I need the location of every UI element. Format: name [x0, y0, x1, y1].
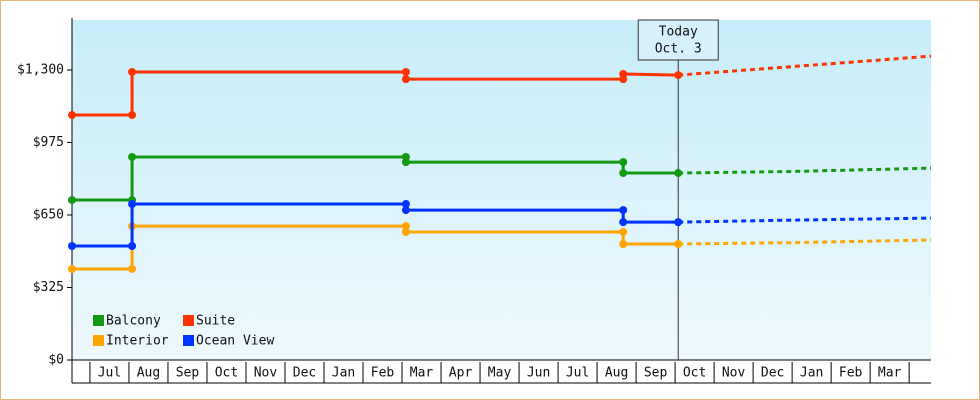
legend-label: Balcony	[106, 314, 161, 329]
x-tick-label: Jul	[98, 366, 121, 381]
price-point	[401, 222, 410, 231]
price-point	[128, 264, 137, 273]
forecast-line	[678, 166, 932, 175]
x-tick-label: Dec	[761, 366, 784, 381]
price-point	[68, 111, 76, 120]
x-tick-label: Aug	[605, 366, 628, 381]
x-tick-label: Nov	[254, 366, 278, 381]
legend-label: Ocean View	[196, 334, 274, 349]
x-tick-label: Jul	[566, 366, 589, 381]
price-point	[619, 169, 628, 178]
price-point	[68, 264, 76, 273]
plot-area	[72, 20, 931, 360]
x-tick-label: Jan	[800, 366, 823, 381]
legend-swatch	[183, 335, 194, 346]
legend-swatch	[93, 335, 104, 346]
price-point	[401, 200, 410, 209]
price-point	[68, 196, 76, 205]
y-tick-label: $325	[33, 280, 64, 295]
price-point	[401, 227, 410, 236]
today-label: Today	[659, 25, 698, 40]
price-point	[674, 71, 683, 80]
price-point	[674, 218, 683, 227]
x-tick-label: Feb	[839, 366, 863, 381]
x-tick-label: May	[488, 366, 512, 381]
x-tick-label: Feb	[371, 366, 395, 381]
legend-label: Interior	[106, 334, 169, 349]
x-tick-label: Jun	[527, 366, 550, 381]
price-point	[128, 200, 137, 209]
price-point	[128, 152, 137, 161]
price-point	[128, 111, 137, 120]
today-date: Oct. 3	[655, 42, 702, 57]
y-tick-label: $975	[33, 135, 64, 150]
x-tick-label: Apr	[449, 366, 473, 381]
price-point	[128, 241, 137, 250]
x-tick-label: Nov	[722, 366, 746, 381]
x-tick-label: Oct	[683, 366, 706, 381]
x-tick-label: Mar	[878, 366, 902, 381]
x-tick-label: Sep	[644, 366, 668, 381]
today-box	[637, 19, 719, 61]
price-point	[619, 206, 628, 215]
price-point	[619, 218, 628, 227]
y-tick-label: $650	[33, 207, 64, 222]
price-point	[401, 75, 410, 84]
price-point	[619, 158, 628, 167]
price-point	[401, 67, 410, 76]
x-tick-label: Mar	[410, 366, 434, 381]
y-tick-label: $0	[48, 353, 64, 368]
x-tick-label: Oct	[215, 366, 238, 381]
price-point	[401, 158, 410, 167]
price-point	[674, 169, 683, 178]
x-tick-label: Jan	[332, 366, 355, 381]
forecast-line	[678, 238, 932, 246]
price-point	[619, 227, 628, 236]
price-point	[619, 239, 628, 248]
price-point	[619, 69, 628, 78]
x-tick-label: Dec	[293, 366, 316, 381]
price-point	[674, 239, 683, 248]
price-point	[401, 206, 410, 215]
x-tick-label: Aug	[137, 366, 160, 381]
forecast-line	[678, 54, 932, 77]
legend-swatch	[183, 315, 194, 326]
price-point	[68, 241, 76, 250]
y-tick-label: $1,300	[17, 62, 64, 77]
x-tick-label: Sep	[176, 366, 200, 381]
forecast-line	[678, 216, 932, 224]
legend-swatch	[93, 315, 104, 326]
legend-label: Suite	[196, 314, 235, 329]
price-point	[128, 67, 137, 76]
